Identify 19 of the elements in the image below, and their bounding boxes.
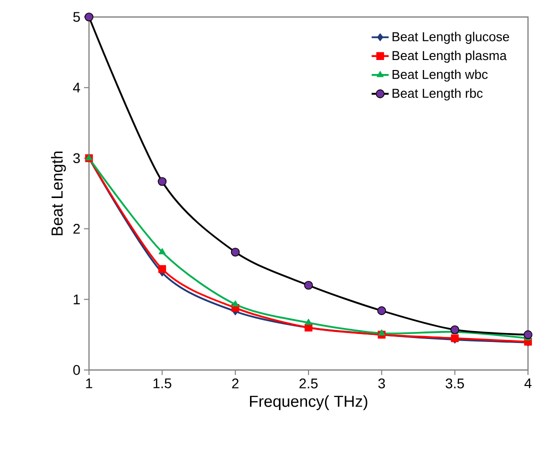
x-tick-label: 1 [86, 378, 92, 388]
x-tick-label: 4 [524, 378, 532, 388]
x-tick-label: 2 [232, 378, 239, 388]
y-tick-label: 3 [73, 153, 80, 164]
y-tick-label: 5 [73, 12, 80, 22]
y-tick-label: 4 [73, 82, 80, 92]
legend-label: Beat Length glucose [392, 32, 510, 44]
y-tick-label: 1 [74, 294, 80, 304]
x-tick-label: 3.5 [446, 378, 464, 388]
x-axis-title: Frequency( THz) [250, 395, 368, 410]
legend-label: Beat Length wbc [392, 70, 488, 82]
y-tick-label: 2 [73, 224, 80, 234]
legend-label: Beat Length plasma [392, 50, 507, 63]
x-tick-label: 3 [378, 378, 385, 388]
legend-label: Beat Length rbc [392, 88, 483, 100]
x-tick-label: 1.5 [154, 378, 172, 388]
y-axis-title: Beat Length [51, 152, 66, 236]
x-tick-label: 2.5 [300, 378, 318, 388]
y-tick-label: 0 [73, 365, 80, 375]
